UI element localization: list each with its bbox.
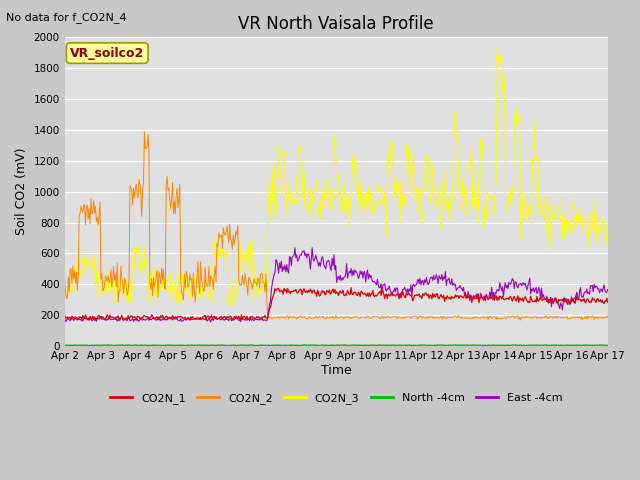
East -4cm [200,317,208,323]
Line: North -4cm: North -4cm [65,345,608,346]
Title: VR North Vaisala Profile: VR North Vaisala Profile [238,15,434,33]
Text: VR_soilco2: VR_soilco2 [70,47,145,60]
CO2N_1 [61,312,68,318]
CO2N_3 [604,220,612,226]
CO2N_1 [158,314,166,320]
East -4cm [61,316,68,322]
Legend: CO2N_1, CO2N_2, CO2N_3, North -4cm, East -4cm: CO2N_1, CO2N_2, CO2N_3, North -4cm, East… [106,389,567,408]
CO2N_1 [604,300,612,305]
North -4cm [296,343,303,348]
CO2N_3 [424,154,432,159]
CO2N_1 [348,285,355,291]
Text: No data for f_CO2N_4: No data for f_CO2N_4 [6,12,127,23]
North -4cm [158,342,166,348]
CO2N_3 [61,295,68,300]
CO2N_3 [493,45,501,51]
North -4cm [425,342,433,348]
CO2N_1 [425,296,433,301]
CO2N_3 [381,185,389,191]
North -4cm [604,342,612,348]
X-axis label: Time: Time [321,364,351,377]
CO2N_1 [202,312,209,318]
CO2N_2 [202,264,209,270]
East -4cm [157,318,164,324]
CO2N_1 [307,288,315,294]
CO2N_2 [141,129,148,135]
CO2N_3 [200,277,208,283]
CO2N_1 [383,291,390,297]
East -4cm [291,245,299,251]
Line: East -4cm: East -4cm [65,248,608,322]
East -4cm [472,294,479,300]
East -4cm [207,319,214,325]
CO2N_2 [517,317,525,323]
North -4cm [308,342,316,348]
CO2N_1 [85,317,93,323]
North -4cm [104,342,112,348]
East -4cm [425,280,433,286]
North -4cm [202,342,209,348]
East -4cm [604,287,612,292]
CO2N_2 [61,278,68,284]
North -4cm [61,342,68,348]
Line: CO2N_2: CO2N_2 [65,132,608,320]
Y-axis label: Soil CO2 (mV): Soil CO2 (mV) [15,148,28,235]
CO2N_3 [470,194,478,200]
CO2N_2 [381,314,389,320]
CO2N_3 [157,283,164,289]
CO2N_3 [228,304,236,310]
CO2N_1 [472,296,479,301]
North -4cm [383,342,390,348]
North -4cm [472,342,479,348]
CO2N_2 [424,315,432,321]
CO2N_2 [307,315,315,321]
CO2N_2 [158,265,166,271]
CO2N_3 [307,218,315,224]
East -4cm [383,288,390,294]
East -4cm [308,245,316,251]
CO2N_2 [470,315,478,321]
Line: CO2N_3: CO2N_3 [65,48,608,307]
Line: CO2N_1: CO2N_1 [65,288,608,320]
CO2N_2 [604,314,612,320]
